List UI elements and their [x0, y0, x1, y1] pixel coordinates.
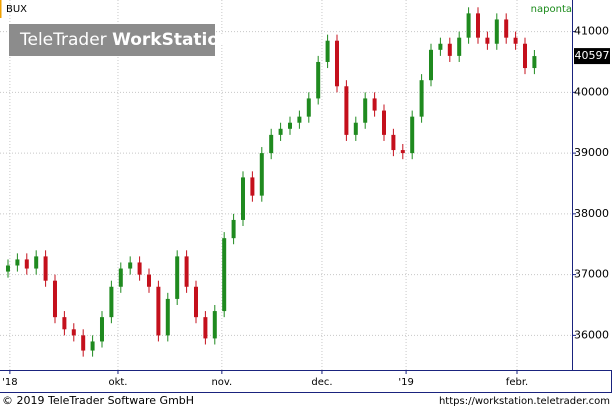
- watermark: TeleTrader WorkStation: [19, 30, 231, 50]
- candle-body: [297, 116, 302, 123]
- candle-body: [128, 262, 133, 269]
- candle-body: [363, 98, 368, 123]
- candle-body: [137, 262, 142, 275]
- url: https://workstation.teletrader.com: [439, 396, 610, 407]
- copyright: © 2019 TeleTrader Software GmbH: [2, 394, 194, 407]
- candle-body: [146, 274, 151, 287]
- candle-body: [81, 335, 86, 351]
- candle-body: [203, 317, 208, 339]
- candle-body: [391, 134, 396, 151]
- last-price: 40597: [575, 49, 610, 62]
- x-tick-label: febr.: [506, 377, 528, 388]
- candle-body: [316, 61, 321, 99]
- candle-body: [62, 317, 67, 330]
- candle-body: [15, 259, 20, 266]
- candle-body: [231, 219, 236, 239]
- candle-body: [419, 80, 424, 117]
- candle-body: [250, 177, 255, 196]
- candle-body: [90, 341, 95, 351]
- candle-body: [532, 56, 537, 69]
- candle-body: [287, 122, 292, 129]
- candle-body: [334, 40, 339, 87]
- candle-body: [504, 19, 509, 38]
- candle-body: [438, 43, 443, 50]
- candle-body: [259, 153, 264, 196]
- period: naponta: [531, 4, 572, 15]
- candle-body: [306, 98, 311, 117]
- candle-body: [240, 177, 245, 220]
- candle-body: [34, 256, 39, 269]
- y-tick-label: 36000: [574, 328, 609, 341]
- candle-body: [118, 268, 123, 287]
- candle-body: [71, 329, 76, 336]
- candle-body: [428, 49, 433, 81]
- candle-body: [447, 43, 452, 56]
- candle-body: [522, 43, 527, 69]
- candle-body: [99, 317, 104, 342]
- candle-body: [184, 256, 189, 287]
- candle-body: [372, 98, 377, 111]
- candle-body: [325, 40, 330, 62]
- candle-body: [222, 238, 227, 312]
- instrument: BUX: [6, 4, 27, 15]
- candle-body: [353, 122, 358, 135]
- candle-body: [269, 134, 274, 154]
- watermark-text: TeleTrader: [19, 30, 107, 50]
- x-tick-label: nov.: [211, 377, 232, 388]
- candle-body: [52, 280, 57, 318]
- candle-body: [5, 265, 10, 272]
- candle-body: [24, 259, 29, 269]
- candle-body: [475, 13, 480, 38]
- candle-body: [381, 110, 386, 135]
- candle-body: [485, 37, 490, 44]
- candle-body: [278, 128, 283, 135]
- candle-body: [466, 13, 471, 38]
- candle-body: [43, 256, 48, 281]
- candle-body: [457, 37, 462, 56]
- watermark-text: WorkStation: [112, 30, 231, 50]
- x-tick-label: dec.: [311, 377, 332, 388]
- candle-body: [193, 286, 198, 318]
- candle-body: [410, 116, 415, 154]
- last-price-box: [574, 48, 610, 65]
- candle-body: [494, 19, 499, 44]
- candle-body: [513, 37, 518, 44]
- candle-body: [109, 286, 114, 318]
- x-tick-label: '18: [2, 377, 17, 388]
- y-tick-label: 39000: [574, 146, 609, 159]
- candle-body: [175, 256, 180, 299]
- candle-body: [400, 150, 405, 154]
- y-tick-label: 40000: [574, 85, 609, 98]
- candle-body: [212, 311, 217, 339]
- watermark-box: [9, 24, 215, 56]
- y-tick-label: 37000: [574, 268, 609, 281]
- y-tick-label: 38000: [574, 207, 609, 220]
- candle-body: [156, 286, 161, 336]
- x-tick-label: okt.: [108, 377, 127, 388]
- x-tick-label: '19: [398, 377, 413, 388]
- candle-body: [344, 86, 349, 135]
- y-tick-label: 41000: [574, 25, 609, 38]
- candle-body: [165, 298, 170, 336]
